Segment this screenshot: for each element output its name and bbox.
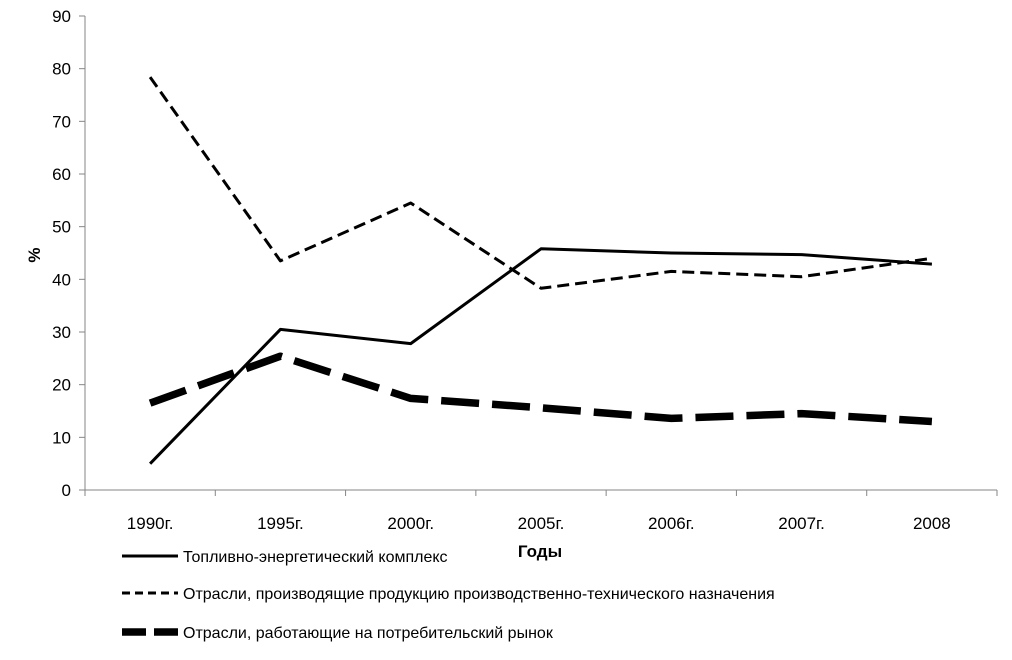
axis-titles: % Годы [25,247,562,561]
series-3-point [800,412,804,416]
y-tick-label: 90 [52,7,71,26]
y-tick-label: 10 [52,428,71,447]
y-tick-label: 50 [52,218,71,237]
y-tick-label: 40 [52,270,71,289]
x-tick-label: 1990г. [127,514,174,533]
ticks: 0 10 20 30 40 50 60 70 80 90 1990г. 1995г. 2000г. 200… [52,7,998,533]
legend-label-2: Отрасли, производящие продукцию производ… [183,586,775,603]
series-2-point [800,275,804,279]
series-line-3 [148,352,933,426]
series-line-2 [148,76,933,290]
series-1-point [409,342,413,346]
axes [84,16,997,491]
series-2-point [669,269,673,273]
x-tick-label: 2005г. [518,514,565,533]
y-tick-label: 80 [52,60,71,79]
series-1-point [539,247,543,251]
y-tick-label: 30 [52,323,71,342]
x-tick-label: 2000г. [387,514,434,533]
series-2-point [148,75,152,79]
x-tick-label: 1995г. [257,514,304,533]
series-3-point [409,396,413,400]
series-lines [148,75,934,466]
series-1-point [800,253,804,257]
y-axis-title: % [25,247,44,262]
series-2-point [539,286,543,290]
legend: Топливно-энергетический комплекс Отрасли,… [122,549,775,642]
x-axis-title: Годы [518,542,562,561]
series-3-point [278,354,282,358]
y-tick-label: 60 [52,165,71,184]
series-line-1 [149,247,933,465]
series-1-point [278,327,282,331]
y-tick-label: 20 [52,376,71,395]
series-2-point [409,201,413,205]
series-3-point [148,401,152,405]
legend-label-1: Топливно-энергетический комплекс [183,549,448,566]
series-2-point [278,259,282,263]
y-tick-label: 0 [62,481,71,500]
x-tick-label: 2006г. [648,514,695,533]
series-2-point [930,256,934,260]
x-tick-label: 2008 [913,514,951,533]
legend-label-3: Отрасли, работающие на потребительский р… [183,625,554,642]
series-1-point [148,462,152,466]
series-3-point [669,416,673,420]
series-1-point [669,251,673,255]
y-tick-label: 70 [52,112,71,131]
series-3-point [930,420,934,424]
series-1-point [930,262,934,266]
x-tick-label: 2007г. [778,514,825,533]
series-3-point [539,406,543,410]
